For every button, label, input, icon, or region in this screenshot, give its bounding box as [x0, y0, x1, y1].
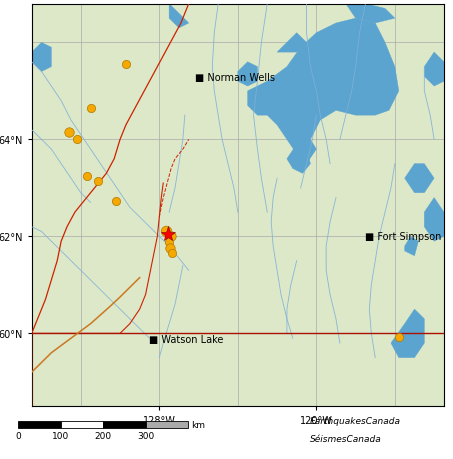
Text: 0: 0: [15, 431, 21, 440]
Polygon shape: [287, 145, 310, 174]
Bar: [18, 421, 61, 429]
Bar: [103, 421, 145, 429]
Polygon shape: [346, 5, 395, 24]
Text: km: km: [191, 420, 205, 430]
Text: 200: 200: [94, 431, 111, 440]
Polygon shape: [424, 53, 444, 87]
Text: 100: 100: [52, 431, 69, 440]
Polygon shape: [405, 237, 419, 256]
Polygon shape: [391, 309, 424, 358]
Polygon shape: [248, 19, 399, 164]
Text: ■ Norman Wells: ■ Norman Wells: [195, 73, 275, 83]
Polygon shape: [238, 63, 257, 87]
Text: SéismesCanada: SéismesCanada: [310, 434, 382, 443]
Polygon shape: [405, 164, 434, 193]
Text: ■ Fort Simpson: ■ Fort Simpson: [366, 232, 442, 242]
Text: ■ Watson Lake: ■ Watson Lake: [149, 335, 223, 344]
Text: 300: 300: [137, 431, 154, 440]
Polygon shape: [277, 34, 307, 53]
Polygon shape: [424, 198, 444, 242]
Bar: [61, 421, 103, 429]
Bar: [145, 421, 188, 429]
Text: EarthquakesCanada: EarthquakesCanada: [310, 416, 401, 425]
Polygon shape: [32, 43, 51, 73]
Polygon shape: [169, 5, 189, 29]
